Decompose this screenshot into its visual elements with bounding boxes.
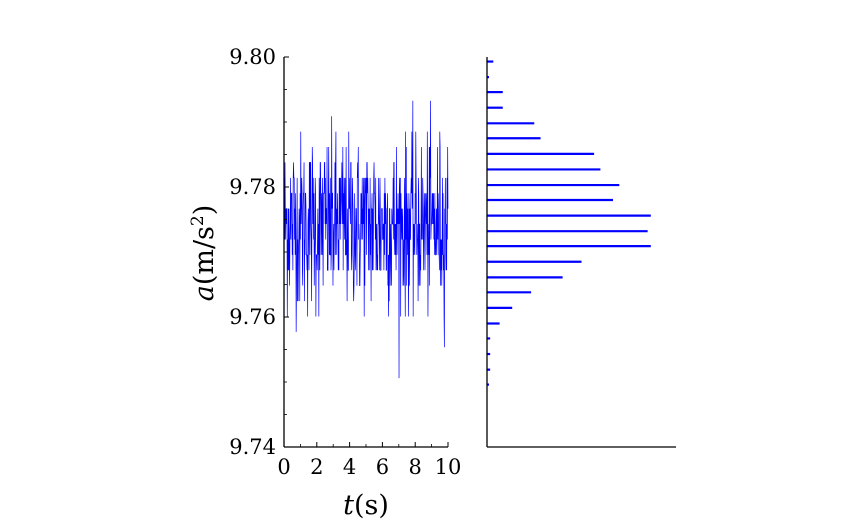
x-tick-label: 8: [409, 455, 422, 479]
x-tick-label: 6: [376, 455, 389, 479]
x-tick-label: 10: [435, 455, 462, 479]
y-axis-label: a(m/s2): [188, 205, 220, 302]
time-series-panel: 9.74 9.76 9.78 9.80 0 2 4 6 8 10 t(s) a(m/s2): [188, 45, 461, 521]
histogram-bars: [487, 60, 651, 386]
x-tick-label: 0: [277, 455, 290, 479]
y-tick-label: 9.80: [229, 45, 276, 69]
y-ticks: 9.74 9.76 9.78 9.80: [229, 45, 289, 459]
x-tick-label: 2: [310, 455, 323, 479]
histogram-panel: [486, 57, 676, 448]
y-tick-label: 9.78: [229, 175, 276, 199]
time-series-plot: [283, 100, 449, 379]
x-tick-label: 4: [343, 455, 356, 479]
y-tick-label: 9.74: [229, 435, 276, 459]
acceleration-series-line: [283, 100, 449, 379]
x-axis-label: t(s): [343, 490, 389, 521]
y-tick-label: 9.76: [229, 305, 276, 329]
x-ticks: 0 2 4 6 8 10: [277, 442, 461, 479]
